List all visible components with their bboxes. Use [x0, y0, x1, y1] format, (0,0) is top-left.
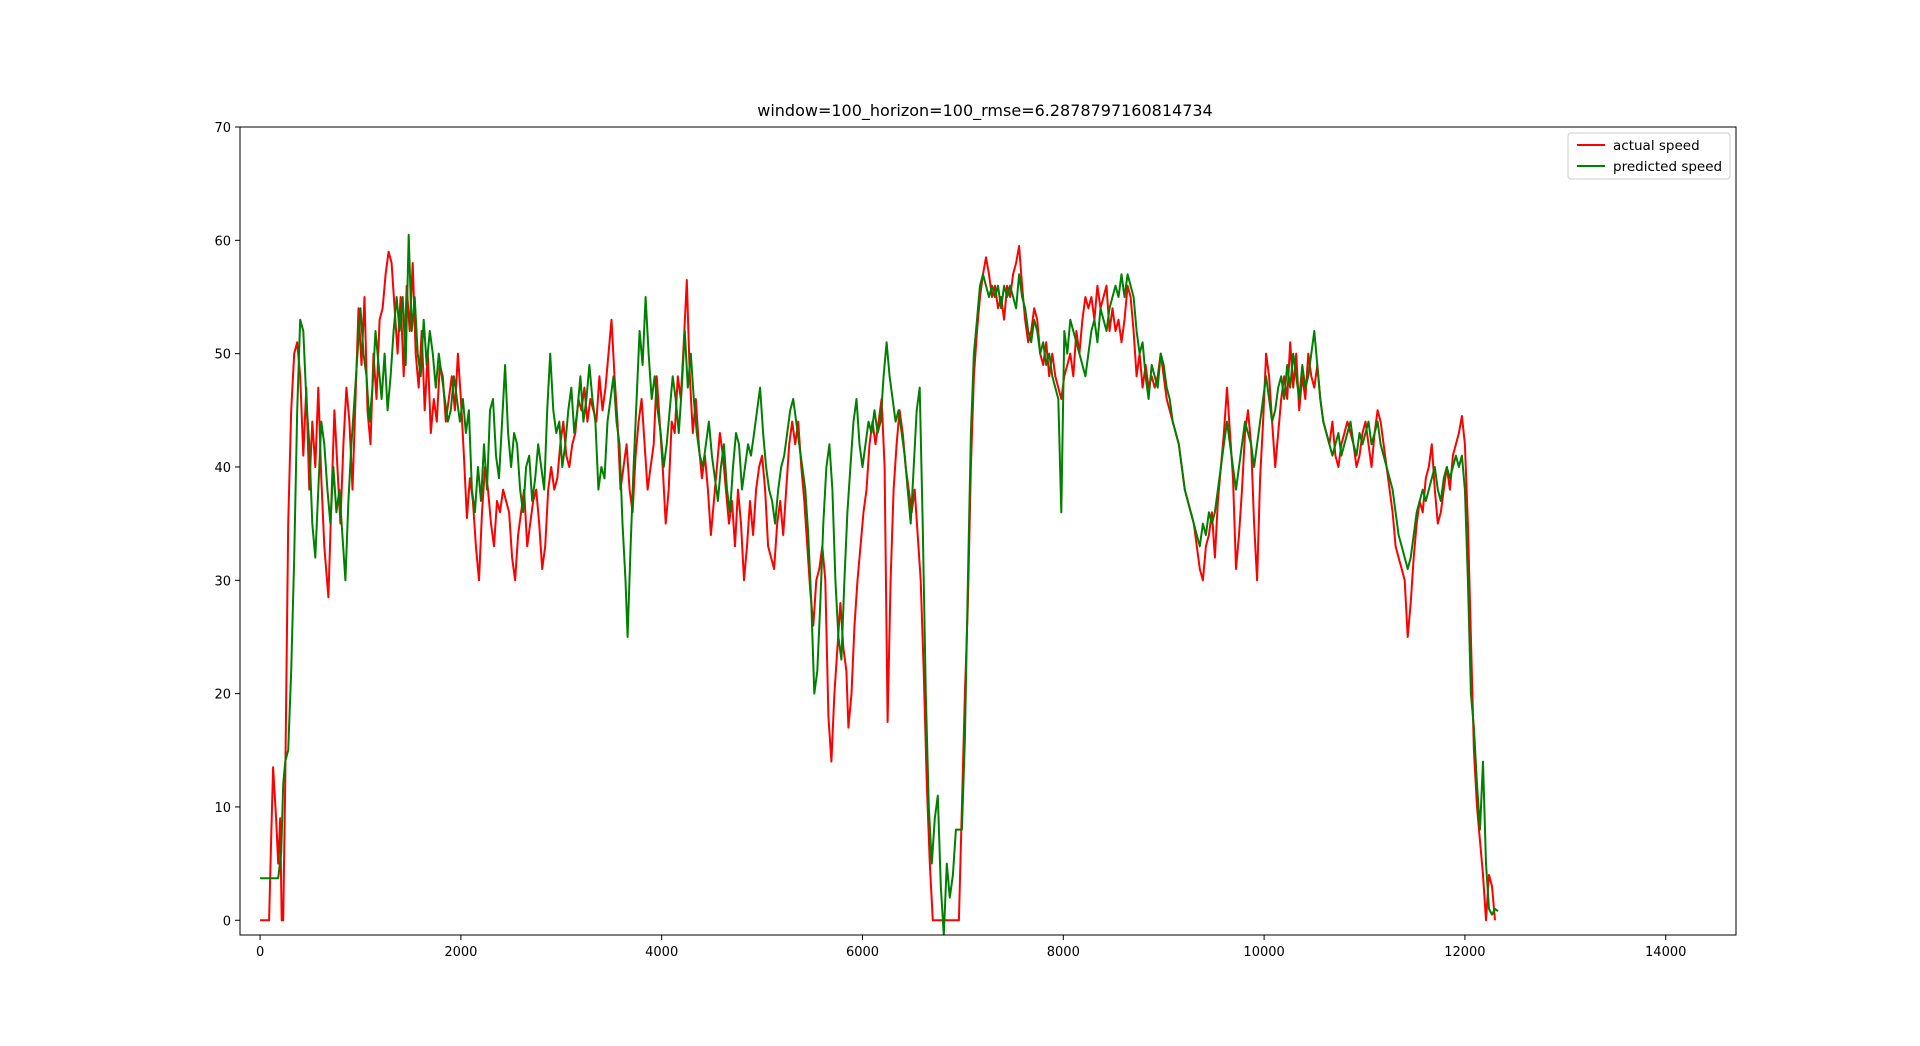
y-tick-label: 30 — [214, 574, 231, 589]
series-layer — [260, 233, 1499, 935]
y-tick-label: 70 — [214, 121, 231, 136]
chart-title: window=100_horizon=100_rmse=6.2878797160… — [757, 101, 1212, 121]
legend-box — [1567, 132, 1731, 180]
x-tick-label: 0 — [256, 945, 264, 960]
y-tick-label: 10 — [214, 801, 231, 816]
x-tick-label: 10000 — [1243, 945, 1284, 960]
x-tick-label: 6000 — [846, 945, 879, 960]
series-line-predicted-speed — [260, 233, 1499, 935]
y-tick-label: 40 — [214, 461, 231, 476]
y-tick-label: 0 — [223, 914, 231, 929]
x-tick-label: 12000 — [1444, 945, 1485, 960]
x-axis: 0 2000 4000 6000 8000 10000 12000 14000 — [256, 935, 1686, 960]
y-tick-label: 20 — [214, 688, 231, 703]
series-line-actual-speed — [260, 245, 1496, 922]
legend-label-predicted-speed: predicted speed — [1613, 159, 1722, 175]
y-tick-label: 50 — [214, 348, 231, 363]
x-tick-label: 14000 — [1645, 945, 1686, 960]
legend: actual speed predicted speed — [1567, 132, 1731, 180]
x-tick-label: 2000 — [444, 945, 477, 960]
y-tick-label: 60 — [214, 234, 231, 249]
plot-frame — [239, 126, 1737, 936]
x-tick-label: 8000 — [1047, 945, 1080, 960]
legend-label-actual-speed: actual speed — [1613, 138, 1700, 154]
x-tick-label: 4000 — [645, 945, 678, 960]
y-axis: 0 10 20 30 40 50 60 70 — [214, 121, 240, 929]
